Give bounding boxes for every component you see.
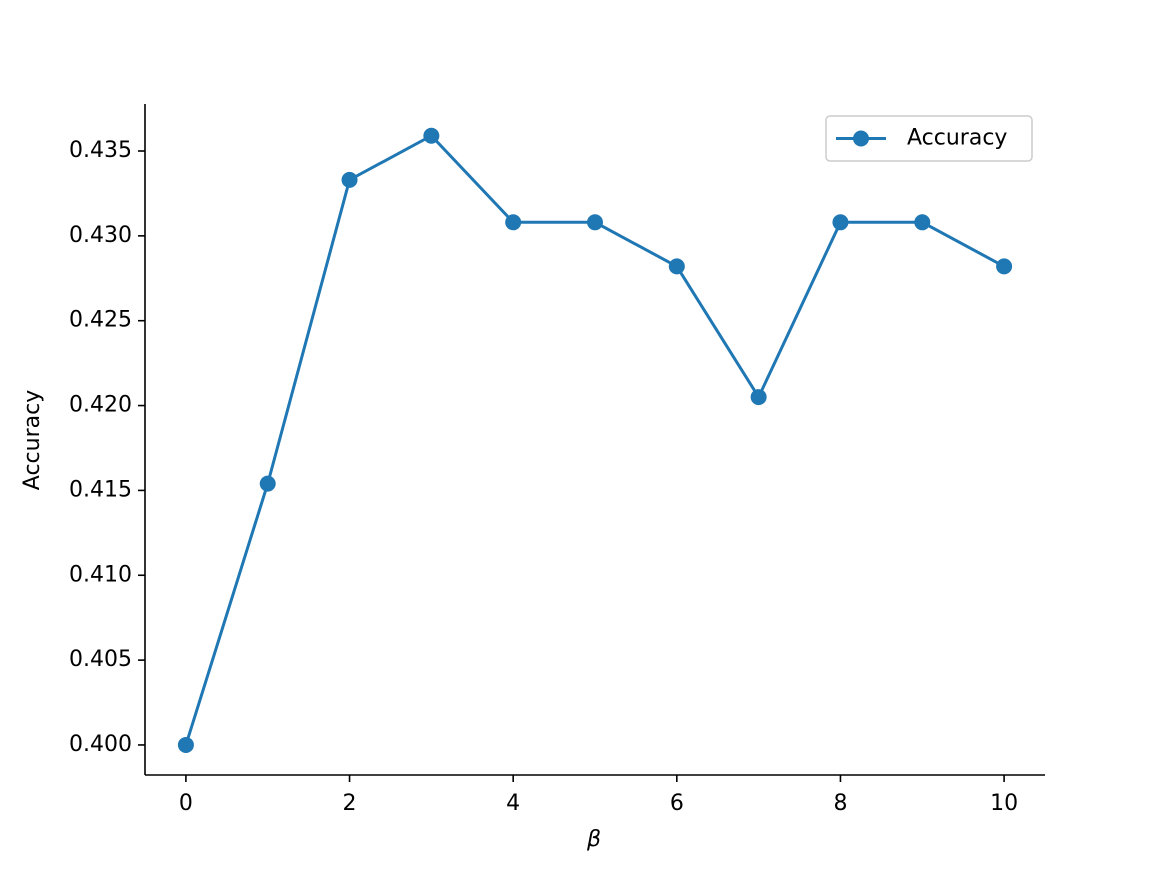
legend-box — [825, 115, 1033, 162]
x-tick-label: 6 — [670, 791, 684, 816]
legend-label: Accuracy — [907, 126, 1007, 151]
y-axis-label: Accuracy — [20, 390, 45, 490]
marker — [505, 214, 522, 231]
x-tick-label: 8 — [833, 791, 847, 816]
marker — [832, 214, 849, 231]
x-tick-label: 2 — [343, 791, 357, 816]
marker — [914, 214, 931, 231]
legend-marker — [853, 130, 869, 147]
y-tick-label: 0.420 — [69, 393, 132, 418]
y-tick-label: 0.400 — [69, 732, 132, 757]
y-tick-label: 0.410 — [69, 562, 132, 587]
y-tick-label: 0.405 — [69, 647, 132, 672]
y-tick-label: 0.415 — [69, 477, 132, 502]
marker — [750, 389, 767, 406]
y-tick-label: 0.425 — [69, 308, 132, 333]
y-tick-label: 0.430 — [69, 223, 132, 248]
y-tick-label: 0.435 — [69, 138, 132, 163]
marker — [996, 258, 1013, 275]
x-tick-label: 4 — [506, 791, 520, 816]
marker — [259, 475, 276, 492]
marker — [668, 258, 685, 275]
x-tick-label: 0 — [179, 791, 193, 816]
x-axis-label: β — [586, 827, 601, 852]
marker — [341, 171, 358, 188]
marker — [423, 127, 440, 144]
x-tick-label: 10 — [990, 791, 1018, 816]
marker — [587, 214, 603, 231]
marker — [177, 736, 194, 753]
